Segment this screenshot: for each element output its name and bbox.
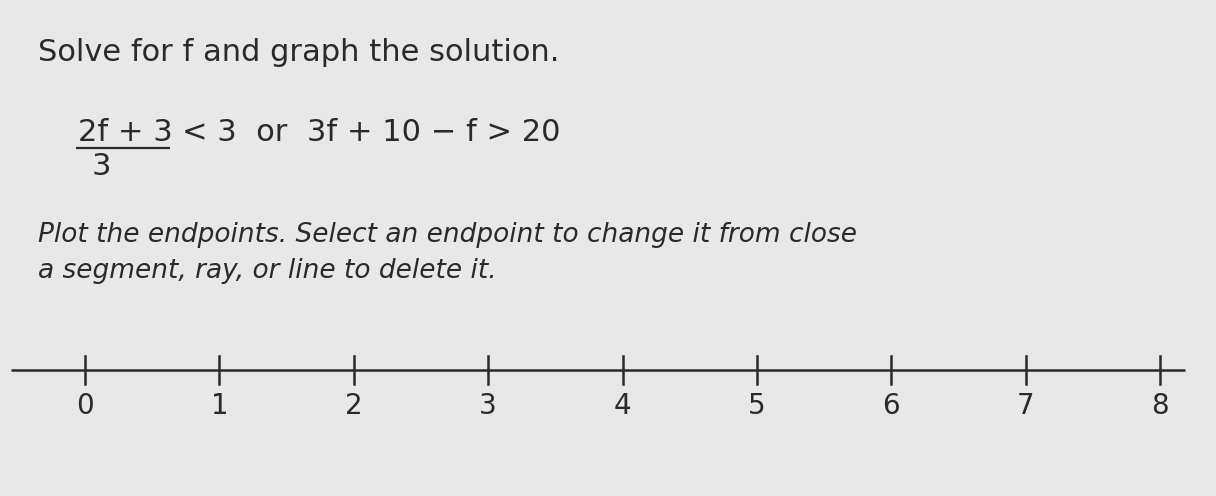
Text: Solve for f and graph the solution.: Solve for f and graph the solution. xyxy=(38,38,559,67)
Text: Plot the endpoints. Select an endpoint to change it from close: Plot the endpoints. Select an endpoint t… xyxy=(38,222,857,248)
Text: < 3  or  3f + 10 − f > 20: < 3 or 3f + 10 − f > 20 xyxy=(182,118,561,147)
Text: 3: 3 xyxy=(92,152,112,181)
Text: 7: 7 xyxy=(1017,392,1035,420)
Text: a segment, ray, or line to delete it.: a segment, ray, or line to delete it. xyxy=(38,258,496,284)
Text: 2f + 3: 2f + 3 xyxy=(78,118,173,147)
Text: 6: 6 xyxy=(883,392,900,420)
Text: 2: 2 xyxy=(345,392,362,420)
Text: 8: 8 xyxy=(1152,392,1169,420)
Text: 1: 1 xyxy=(210,392,229,420)
Text: 4: 4 xyxy=(614,392,631,420)
Text: 5: 5 xyxy=(748,392,766,420)
Text: 0: 0 xyxy=(77,392,94,420)
Text: 3: 3 xyxy=(479,392,497,420)
